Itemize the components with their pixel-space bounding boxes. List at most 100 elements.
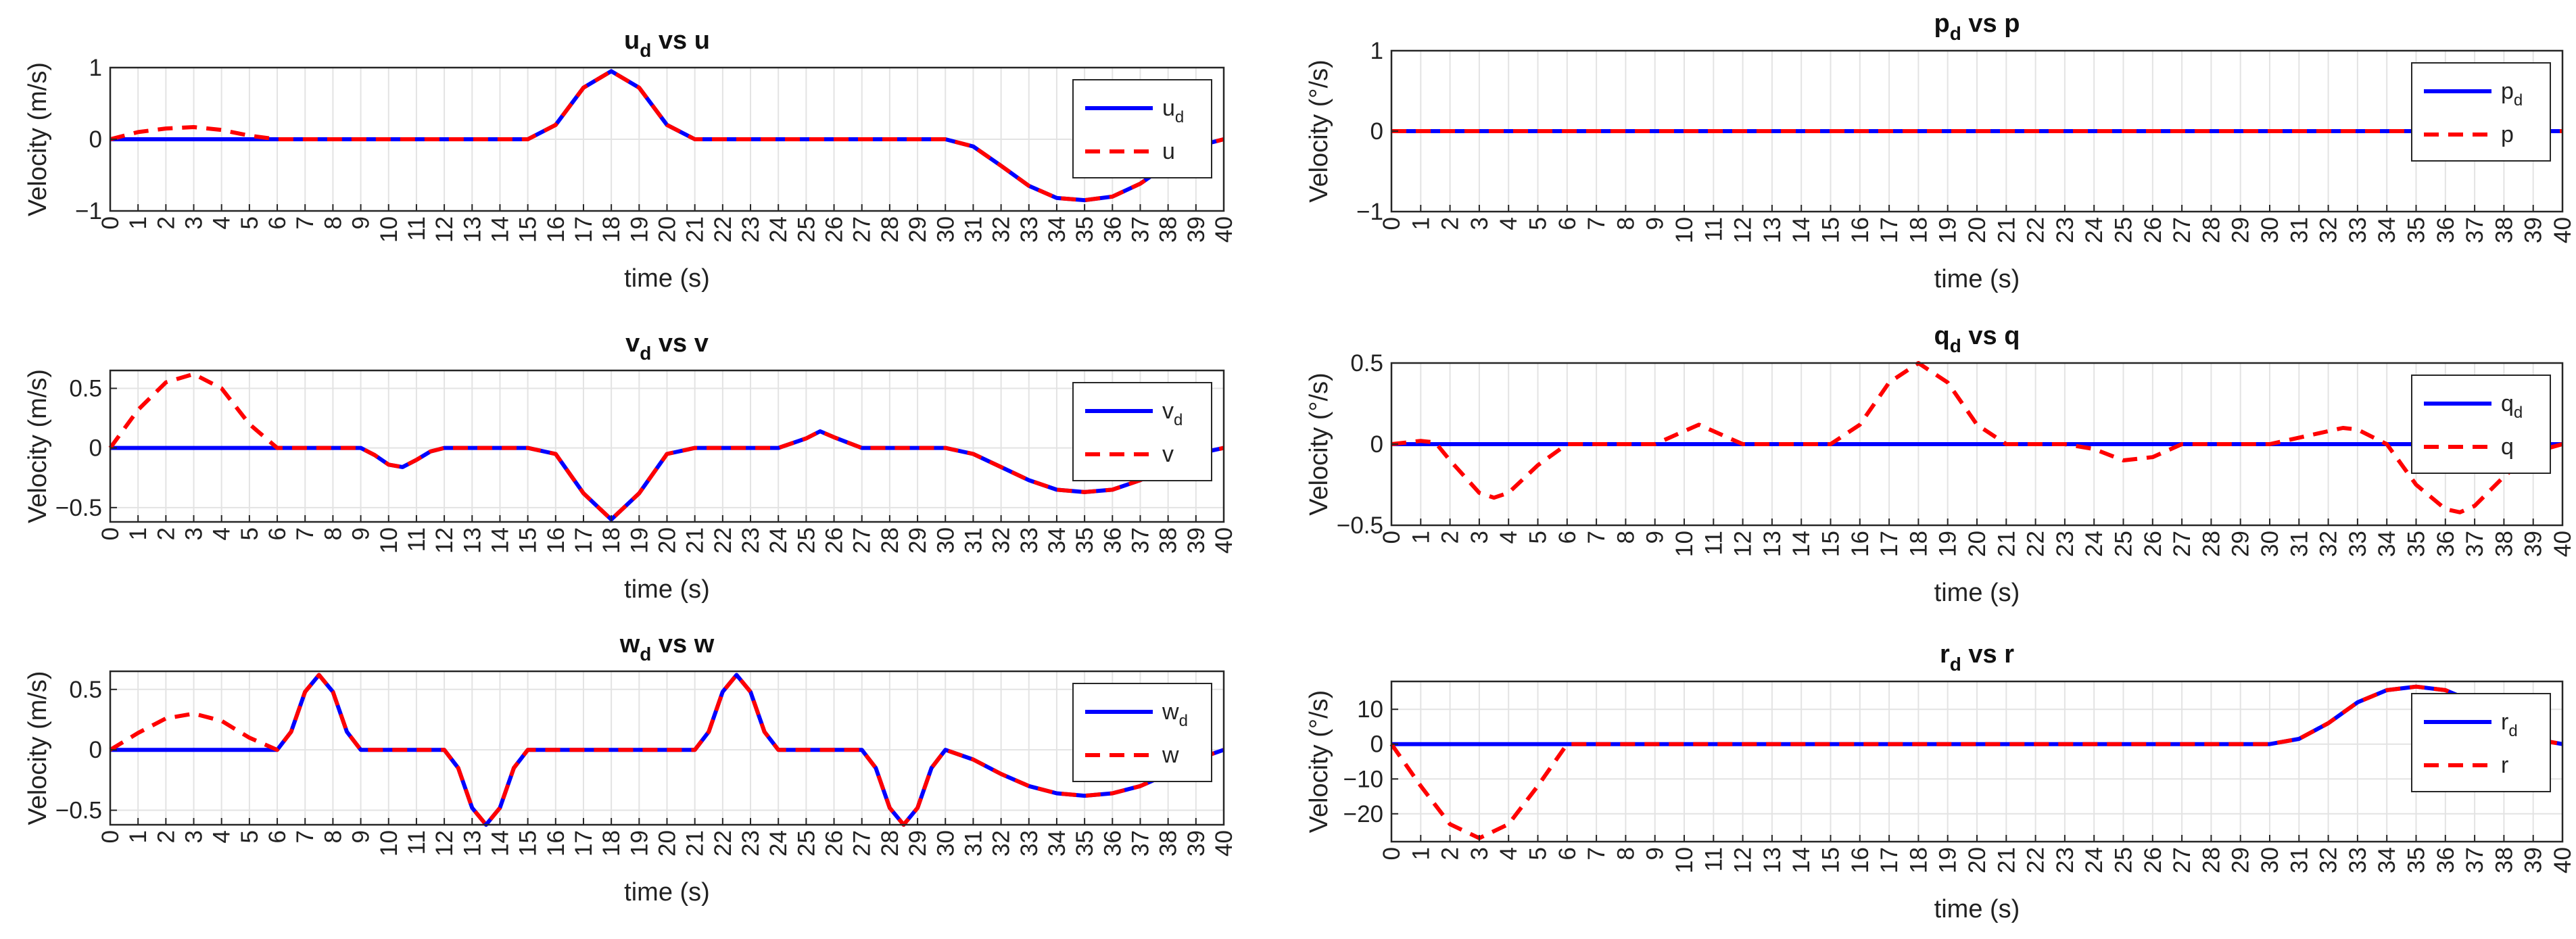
y-tick-label: 0 — [1370, 431, 1383, 458]
x-tick-label: 10 — [1671, 847, 1698, 873]
x-tick-label: 10 — [1671, 531, 1698, 557]
x-tick-label: 39 — [1183, 216, 1210, 243]
x-tick-label: 28 — [877, 830, 903, 857]
x-tick-label: 38 — [1155, 216, 1182, 243]
x-tick-label: 9 — [348, 830, 375, 843]
x-tick-label: 38 — [1155, 527, 1182, 554]
x-tick-label: 29 — [905, 216, 931, 243]
x-tick-label: 34 — [2374, 847, 2400, 873]
legend-label-main: p — [2501, 122, 2514, 147]
x-tick-label: 8 — [320, 527, 346, 540]
legend-box — [1072, 382, 1212, 481]
x-tick-label: 25 — [2111, 217, 2137, 243]
x-tick-label: 27 — [849, 527, 876, 554]
y-tick-label: 1 — [1370, 38, 1383, 64]
x-tick-label: 17 — [571, 830, 597, 857]
title-rest: vs w — [651, 630, 714, 658]
x-tick-label: 15 — [1818, 217, 1844, 243]
x-tick-label: 1 — [1408, 217, 1434, 230]
x-tick-label: 40 — [2550, 531, 2576, 557]
x-tick-label: 7 — [1583, 217, 1610, 230]
x-tick-label: 28 — [2198, 847, 2224, 873]
title-rest: vs p — [1961, 9, 2020, 38]
x-tick-label: 10 — [376, 527, 402, 554]
x-tick-label: 29 — [2228, 531, 2254, 557]
x-tick-label: 32 — [988, 830, 1015, 857]
x-tick-label: 11 — [1700, 847, 1727, 871]
x-tick-label: 4 — [209, 527, 235, 540]
x-tick-label: 16 — [1847, 847, 1874, 873]
legend-label-main: u — [1162, 95, 1175, 121]
x-tick-label: 30 — [932, 527, 959, 554]
x-tick-label: 1 — [125, 830, 151, 843]
legend-label-main: v — [1162, 441, 1174, 467]
x-tick-label: 32 — [988, 216, 1015, 243]
x-tick-label: 12 — [431, 527, 458, 554]
title-subscript: d — [640, 40, 651, 61]
legend: rdr — [2411, 693, 2551, 792]
chart-title: rd vs r — [1940, 640, 2014, 675]
x-tick-label: 16 — [1847, 531, 1874, 557]
x-tick-label: 34 — [2374, 217, 2400, 243]
x-tick-label: 38 — [2491, 847, 2517, 873]
x-tick-label: 33 — [1016, 830, 1043, 857]
x-tick-label: 21 — [682, 830, 709, 857]
x-tick-label: 6 — [264, 527, 291, 540]
legend-box — [2411, 693, 2551, 792]
x-axis-label: time (s) — [624, 264, 710, 293]
x-tick-label: 13 — [1759, 847, 1786, 873]
x-tick-label: 3 — [181, 830, 208, 843]
x-tick-label: 31 — [2286, 847, 2312, 873]
subplot-r: 0 1 2 3 4 5 6 7 8 9 10 11 12 13 14 15 16 17 18 19 20 21 22 23 24… — [1305, 640, 2576, 923]
x-tick-label: 22 — [710, 830, 736, 857]
x-tick-label: 14 — [1788, 217, 1815, 243]
x-tick-label: 37 — [1127, 527, 1153, 554]
x-tick-label: 29 — [905, 830, 931, 857]
y-tick-label: 0 — [1370, 118, 1383, 145]
title-main: w — [619, 630, 640, 658]
legend: vd v — [1072, 382, 1212, 481]
x-tick-label: 13 — [1759, 217, 1786, 243]
x-tick-label: 10 — [376, 216, 402, 243]
x-tick-label: 36 — [2433, 847, 2459, 873]
x-tick-label: 31 — [960, 216, 986, 243]
x-tick-label: 5 — [1525, 531, 1552, 544]
x-tick-label: 22 — [2023, 531, 2049, 557]
x-tick-label: 13 — [459, 830, 485, 857]
legend: pdp — [2411, 62, 2551, 162]
x-tick-label: 9 — [348, 216, 375, 229]
x-tick-label: 18 — [598, 216, 625, 243]
x-tick-label: 26 — [821, 216, 848, 243]
x-axis-label: time (s) — [624, 878, 710, 907]
x-tick-label: 3 — [1466, 531, 1493, 544]
x-tick-label: 18 — [1905, 217, 1932, 243]
y-tick-label: 0.5 — [69, 375, 102, 402]
x-tick-label: 17 — [1876, 531, 1903, 557]
x-tick-label: 15 — [515, 216, 542, 243]
x-tick-label: 27 — [2169, 217, 2195, 243]
x-tick-label: 36 — [2433, 531, 2459, 557]
x-tick-label: 9 — [1642, 531, 1669, 544]
x-tick-label: 36 — [1099, 830, 1126, 857]
y-tick-label: −0.5 — [55, 495, 102, 521]
x-tick-label: 25 — [793, 216, 819, 243]
x-tick-label: 16 — [543, 216, 569, 243]
x-tick-label: 17 — [1876, 217, 1903, 243]
series-line-w — [109, 673, 1224, 827]
x-tick-label: 29 — [2228, 847, 2254, 873]
x-tick-label: 35 — [1072, 830, 1098, 857]
x-tick-label: 22 — [710, 216, 736, 243]
x-tick-label: 22 — [2023, 217, 2049, 243]
legend-label: vd — [1162, 398, 1183, 429]
title-main: r — [1940, 640, 1950, 669]
x-tick-label: 4 — [1496, 217, 1522, 230]
x-tick-label: 37 — [2462, 217, 2488, 243]
x-tick-label: 25 — [793, 527, 819, 554]
legend-label: r — [2501, 752, 2508, 778]
x-tick-label: 27 — [2169, 531, 2195, 557]
legend-label-subscript: d — [2514, 404, 2523, 422]
y-tick-label: 0 — [89, 435, 102, 462]
x-tick-label: 3 — [181, 527, 208, 540]
x-tick-label: 11 — [1700, 217, 1727, 241]
x-tick-label: 23 — [2052, 531, 2078, 557]
